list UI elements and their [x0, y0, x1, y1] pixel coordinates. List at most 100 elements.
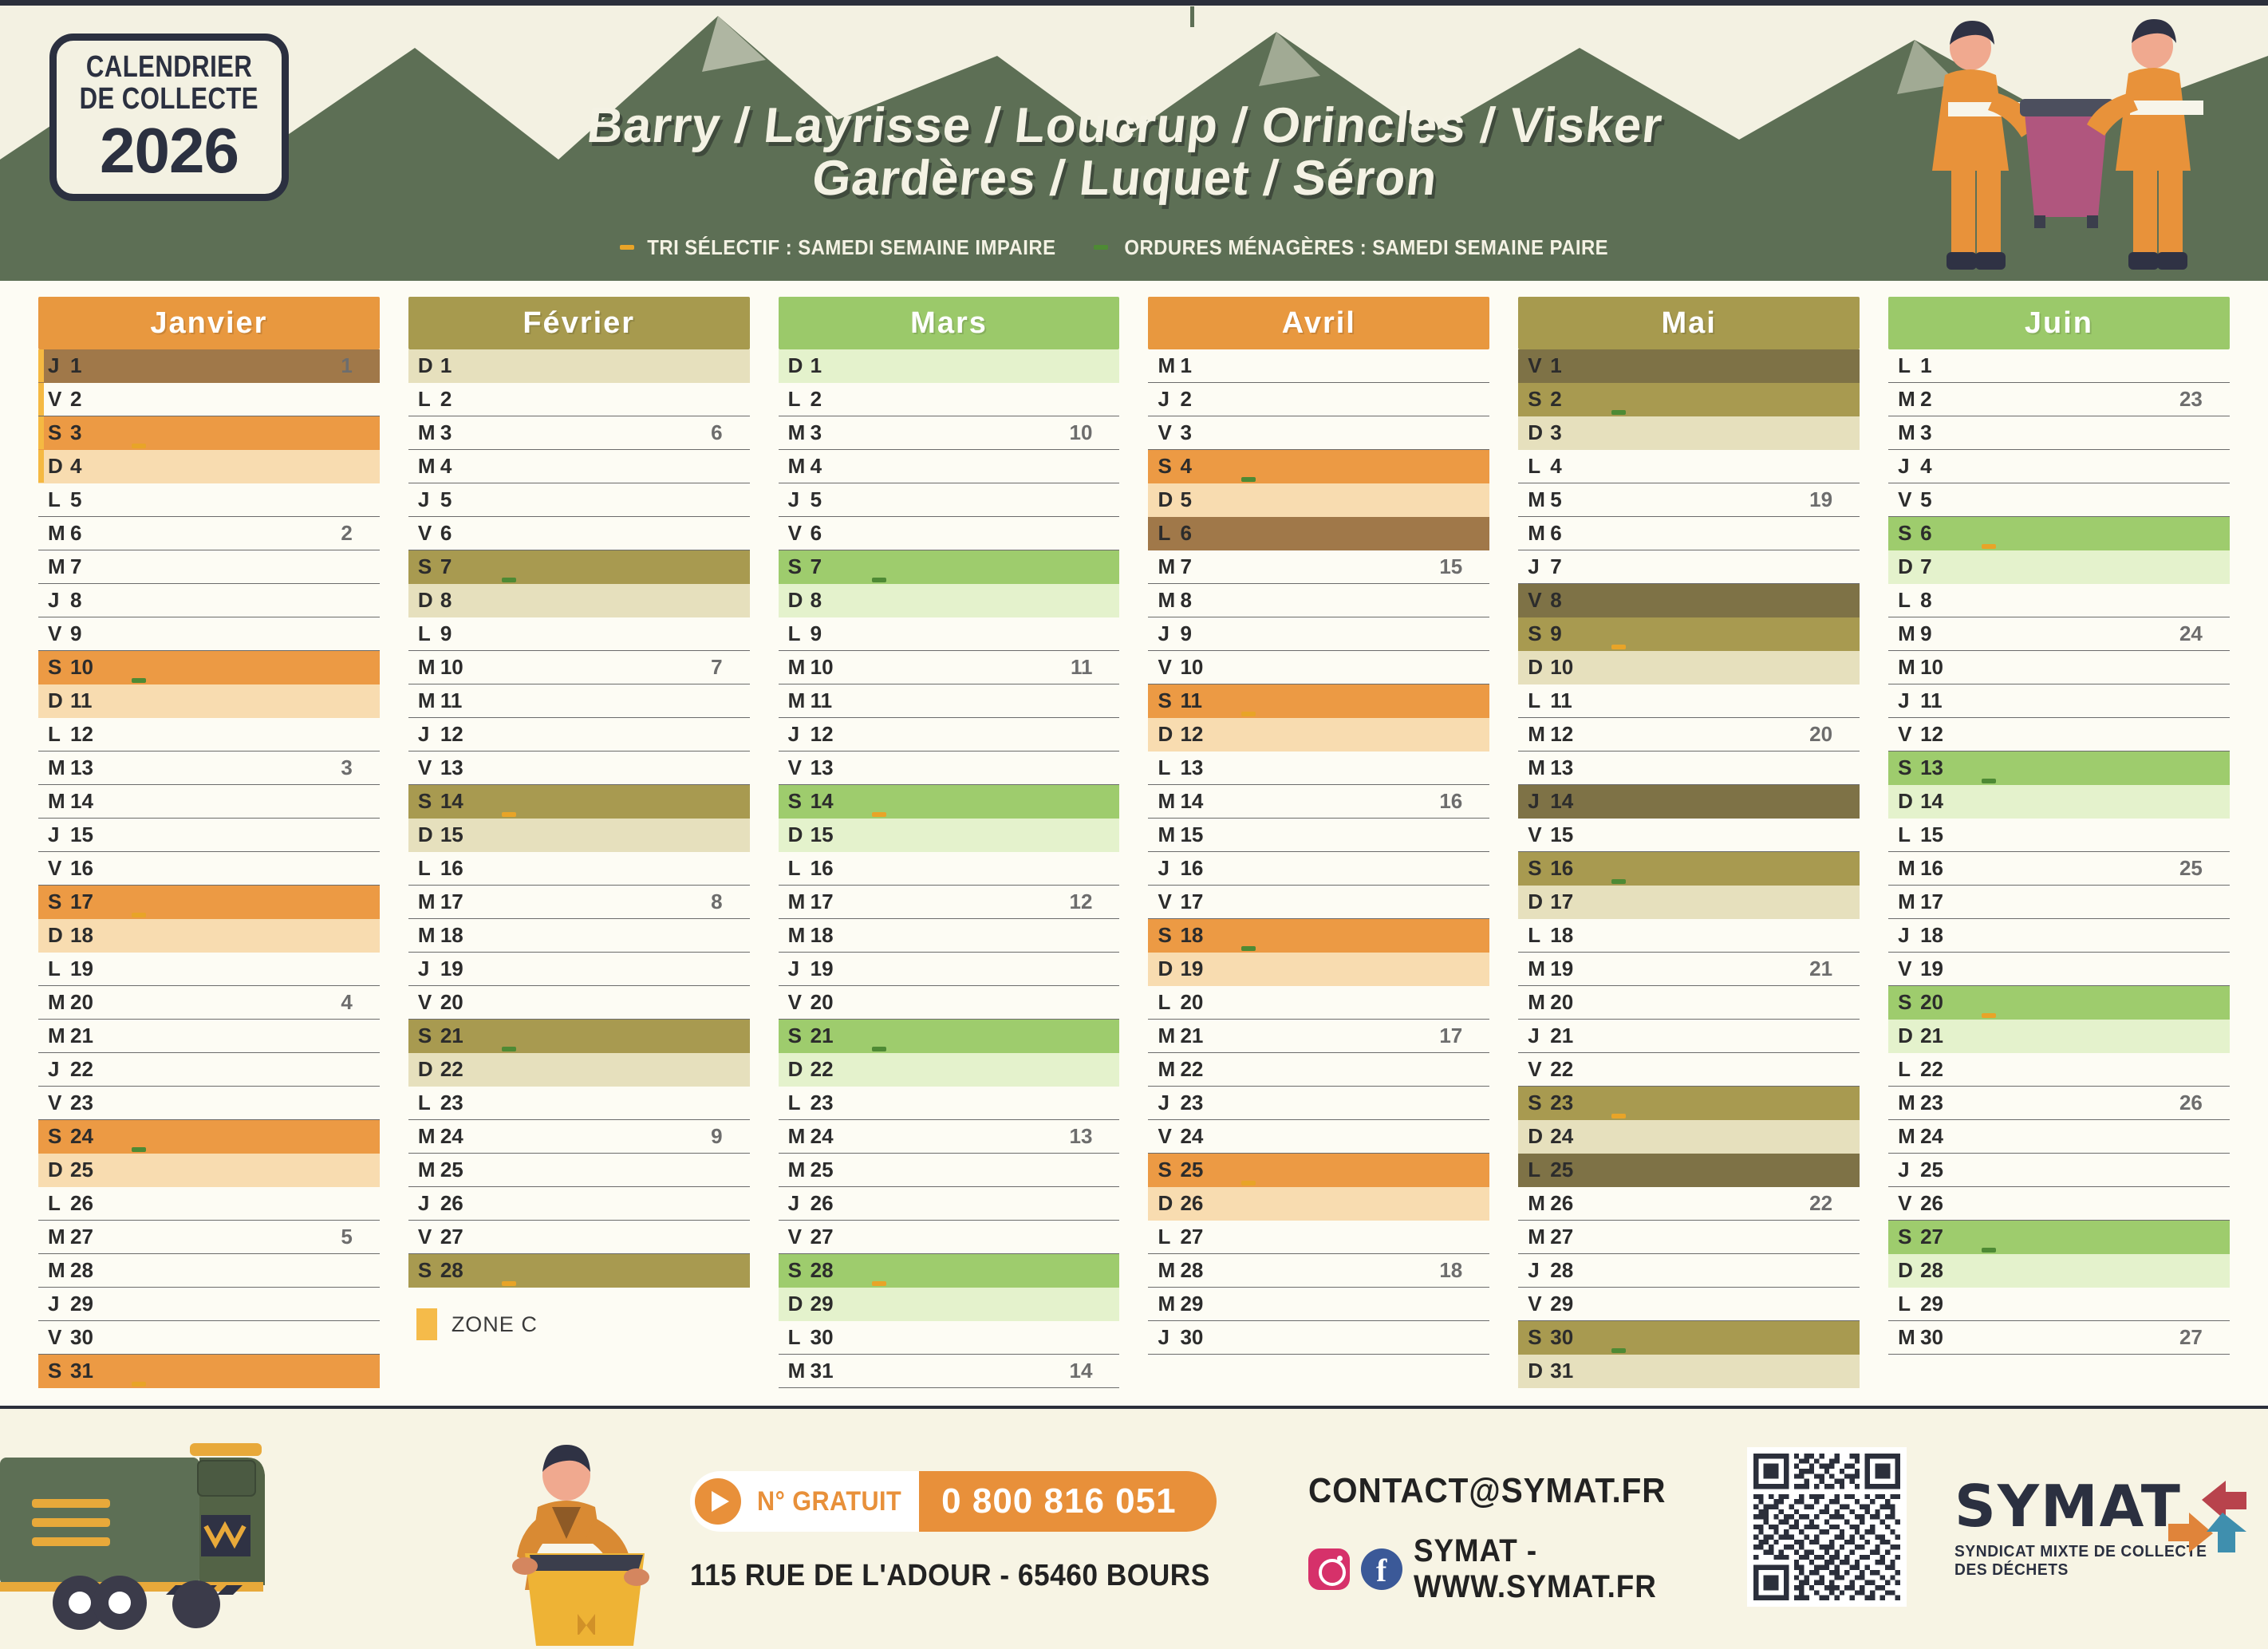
day-row: M 27	[1518, 1221, 1860, 1254]
bin-slot-empty	[1596, 1053, 1628, 1086]
day-number: 7	[440, 554, 452, 578]
day-number: 24	[810, 1124, 834, 1148]
bin-slot-empty	[1226, 1254, 1258, 1287]
bin-slot-empty	[116, 1154, 148, 1186]
day-row: S 31	[38, 1355, 380, 1388]
week-number: 5	[341, 1225, 353, 1249]
day-of-week: M	[1528, 957, 1545, 980]
day-row: D 10	[1518, 651, 1860, 684]
day-of-week: M	[1528, 755, 1545, 779]
bin-slot-empty	[116, 349, 148, 382]
free-phone-pill[interactable]: N° GRATUIT 0 800 816 051	[690, 1471, 1217, 1532]
day-row: M 24 13	[778, 1120, 1120, 1154]
day-of-week: M	[1528, 521, 1545, 545]
day-of-week: L	[787, 1091, 801, 1114]
day-of-week: D	[1158, 487, 1173, 511]
day-row: S 14	[408, 785, 750, 819]
day-number: 17	[810, 890, 834, 913]
bin-slot-empty	[116, 1288, 148, 1320]
zone-c-legend: ZONE C	[408, 1308, 750, 1340]
day-row: J 14	[1518, 785, 1860, 819]
day-of-week: M	[417, 420, 436, 444]
day-row: V 13	[778, 752, 1120, 785]
symat-arrows-icon	[2168, 1481, 2246, 1552]
day-number: 22	[810, 1057, 834, 1081]
day-number: 26	[1920, 1191, 1943, 1215]
bin-slot-empty	[1966, 1053, 1998, 1086]
day-number: 4	[440, 454, 452, 478]
day-number: 7	[1180, 554, 1192, 578]
day-row: M 28 18	[1148, 1254, 1490, 1288]
phone-number[interactable]: 0 800 816 051	[919, 1471, 1217, 1532]
email-address[interactable]: CONTACT@SYMAT.FR	[1308, 1471, 1666, 1510]
instagram-icon[interactable]	[1308, 1548, 1350, 1590]
contact-left-block: N° GRATUIT 0 800 816 051 115 RUE DE L'AD…	[690, 1471, 1264, 1593]
day-row: M 21 17	[1148, 1020, 1490, 1053]
day-number: 17	[70, 890, 93, 913]
week-number: 15	[1439, 554, 1463, 578]
day-row: S 28	[778, 1254, 1120, 1288]
day-number: 17	[1920, 890, 1943, 913]
day-of-week: V	[1528, 588, 1542, 612]
day-row: M 29	[1148, 1288, 1490, 1321]
day-of-week: V	[1158, 420, 1172, 444]
bin-slot-empty	[116, 1020, 148, 1052]
day-number: 21	[810, 1024, 834, 1047]
day-number: 29	[70, 1292, 93, 1316]
day-number: 13	[810, 755, 834, 779]
week-number: 21	[1809, 957, 1833, 980]
bin-slot-empty	[487, 584, 519, 617]
day-row: M 7 15	[1148, 550, 1490, 584]
bin-slot-empty	[857, 1120, 889, 1153]
zone-c-accent-bar	[38, 416, 44, 449]
day-number: 22	[70, 1057, 93, 1081]
day-number: 7	[70, 554, 82, 578]
bin-slot-empty	[1596, 1254, 1628, 1287]
day-number: 12	[70, 722, 93, 746]
qr-code[interactable]	[1747, 1447, 1907, 1607]
day-number: 15	[1550, 823, 1574, 846]
social-handle[interactable]: SYMAT - WWW.SYMAT.FR	[1414, 1533, 1657, 1604]
week-number: 1	[341, 353, 353, 377]
badge-line2: DE COLLECTE	[79, 82, 259, 116]
week-number: 7	[711, 655, 723, 679]
facebook-icon[interactable]	[1361, 1548, 1402, 1590]
day-number: 25	[1550, 1158, 1574, 1182]
bin-slot-empty	[116, 450, 148, 483]
bin-slot-empty	[487, 1187, 519, 1220]
day-number: 25	[1180, 1158, 1204, 1182]
month-name: Janvier	[150, 306, 268, 340]
bin-slot-empty	[1226, 584, 1258, 617]
yellow-bin-icon	[1596, 1087, 1628, 1119]
month-header: Mai	[1518, 297, 1860, 349]
day-of-week: M	[48, 755, 65, 779]
green-bin-icon	[1226, 450, 1258, 483]
day-number: 2	[810, 387, 822, 411]
day-number: 9	[1920, 621, 1932, 645]
badge-year: 2026	[100, 114, 239, 186]
day-number: 31	[70, 1359, 93, 1383]
day-of-week: D	[417, 1057, 433, 1081]
green-bin-icon	[1596, 1321, 1628, 1354]
month-column-février: Février D 1 L 2 M 3 6 M 4 J 5 V 6 S 7 D 8 L 9 M 10 7 M 11 J 12 V 13 S…	[394, 297, 764, 1406]
day-number: 30	[1180, 1325, 1204, 1349]
bin-slot-empty	[487, 1087, 519, 1119]
day-of-week: M	[1898, 1124, 1915, 1148]
day-number: 11	[70, 688, 93, 712]
day-number: 5	[70, 487, 82, 511]
legend-text-ordures-menageres: ORDURES MÉNAGÈRES : SAMEDI SEMAINE PAIRE	[1124, 235, 1608, 259]
bin-slot-empty	[1966, 1154, 1998, 1186]
day-number: 21	[1920, 1024, 1943, 1047]
day-row: M 27 5	[38, 1221, 380, 1254]
worker-with-bin-illustration	[512, 1445, 649, 1646]
day-of-week: S	[1158, 1158, 1172, 1182]
bin-slot-empty	[1596, 819, 1628, 851]
zone-c-accent-bar	[38, 349, 44, 382]
